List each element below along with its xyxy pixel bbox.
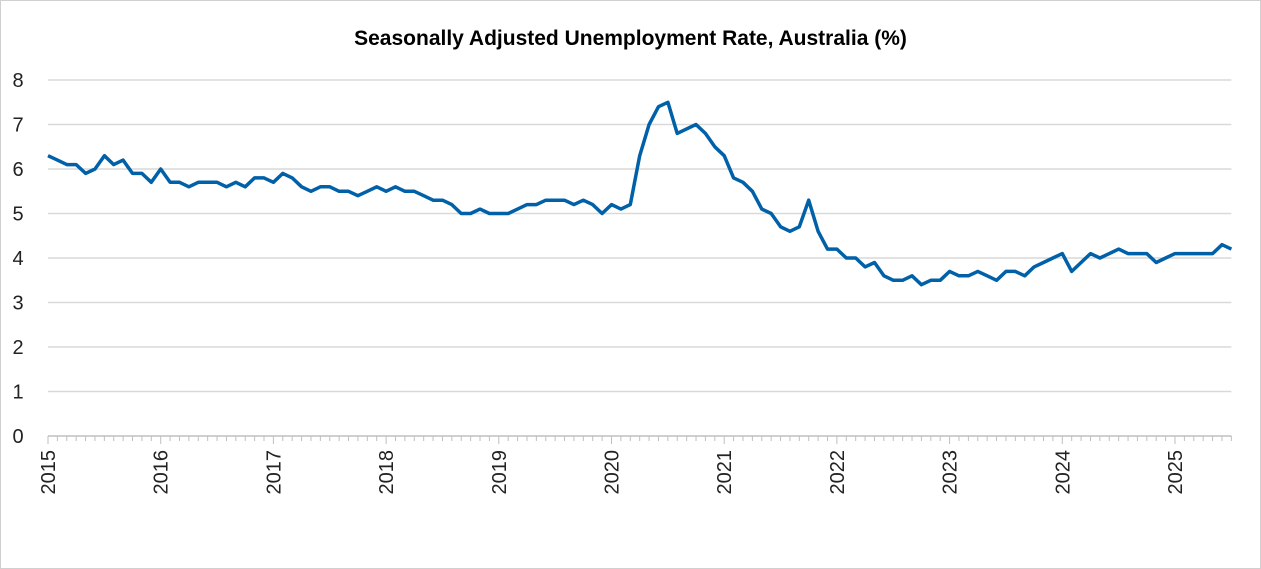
y-tick-label: 1 (12, 382, 23, 404)
y-tick-label: 4 (12, 248, 23, 270)
x-tick-label: 2021 (714, 450, 736, 495)
y-tick-label: 7 (12, 115, 23, 137)
x-tick-label: 2019 (489, 450, 511, 495)
x-tick-label: 2018 (376, 450, 398, 495)
x-tick-label: 2016 (151, 450, 173, 495)
x-tick-label: 2020 (602, 450, 624, 495)
x-tick-label: 2015 (38, 450, 60, 495)
y-tick-label: 3 (12, 293, 23, 315)
y-tick-label: 8 (12, 70, 23, 92)
x-tick-label: 2017 (263, 450, 285, 495)
x-tick-label: 2022 (827, 450, 849, 495)
x-tick-label: 2023 (940, 450, 962, 495)
y-tick-label: 2 (12, 337, 23, 359)
x-tick-label: 2024 (1052, 450, 1074, 495)
y-tick-label: 6 (12, 159, 23, 181)
y-tick-label: 0 (12, 426, 23, 448)
chart-title: Seasonally Adjusted Unemployment Rate, A… (354, 27, 907, 50)
y-tick-label: 5 (12, 204, 23, 226)
series-line (47, 100, 1233, 287)
x-tick-label: 2025 (1165, 450, 1187, 495)
